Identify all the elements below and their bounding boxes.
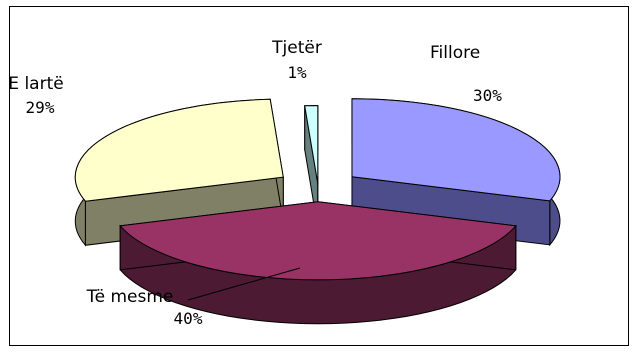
pie-slice-top (351, 98, 561, 202)
pie-slice-top (74, 98, 284, 202)
value-label: 1% (287, 63, 307, 82)
pie-slice-top (304, 105, 319, 184)
category-label: Fillore (430, 43, 480, 63)
value-label: 29% (26, 98, 55, 117)
leader-line (187, 267, 301, 301)
value-label: 40% (174, 309, 203, 328)
value-label: 30% (473, 86, 502, 105)
category-label: Tjetër (271, 38, 322, 58)
pie-slice-te-mesme (119, 201, 517, 325)
pie-slice-top (119, 201, 517, 281)
category-label: E lartë (8, 74, 63, 94)
category-label: Të mesme (86, 287, 174, 307)
